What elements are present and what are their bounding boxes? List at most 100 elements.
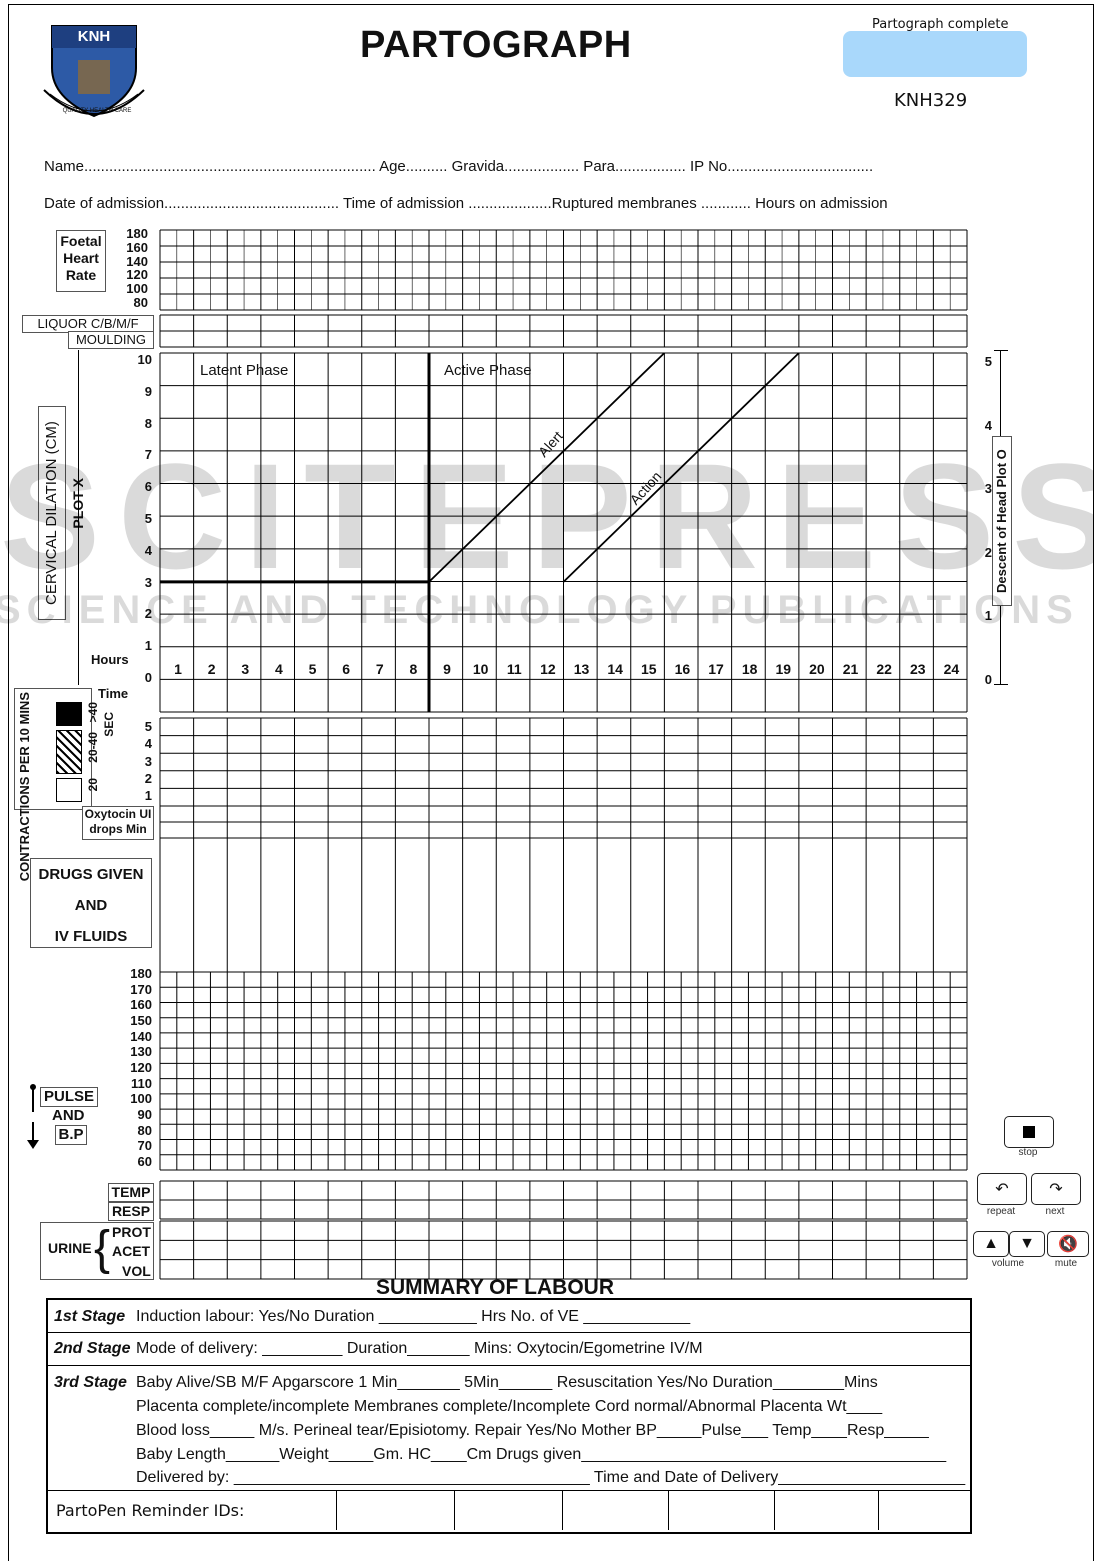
stop-button[interactable] <box>1004 1116 1054 1148</box>
patient-info-line2: Date of admission.......................… <box>44 195 888 212</box>
logo-text: KNH <box>77 28 111 45</box>
form-code: KNH329 <box>894 90 968 111</box>
hour-label-10: 10 <box>472 661 489 677</box>
pulse-tick-170: 170 <box>130 981 152 997</box>
contraction-tick-5: 5 <box>144 719 152 734</box>
patient-info-line1: Name....................................… <box>44 158 874 175</box>
time-label: Time <box>98 686 129 701</box>
stage3-line-1: Baby Alive/SB M/F Apgarscore 1 Min______… <box>136 1374 878 1391</box>
cervix-tick-10: 10 <box>137 352 152 367</box>
fhr-tick-80: 80 <box>133 295 148 310</box>
repeat-label: repeat <box>986 1206 1016 1217</box>
cervix-tick-6: 6 <box>144 479 152 495</box>
repeat-icon: ↶ <box>995 1181 1009 1198</box>
stage3-line-4: Baby Length______Weight_____Gm. HC____Cm… <box>136 1446 947 1463</box>
hour-label-12: 12 <box>540 661 556 677</box>
pulse-tick-150: 150 <box>130 1013 152 1028</box>
contraction-tick-1: 1 <box>144 788 152 803</box>
action-line <box>562 352 800 583</box>
pulse-tick-80: 80 <box>137 1122 152 1138</box>
hour-label-9: 9 <box>443 661 451 677</box>
descent-tick-1: 1 <box>984 608 992 624</box>
cervix-tick-2: 2 <box>144 606 152 622</box>
hour-label-5: 5 <box>308 661 317 677</box>
reminder-id-cell-6[interactable] <box>878 1491 969 1530</box>
pulse-tick-60: 60 <box>137 1154 152 1169</box>
contraction-legend-20: 20 <box>86 778 100 792</box>
drugs-label: DRUGS GIVEN AND IV FLUIDS <box>30 858 152 948</box>
hour-label-24: 24 <box>943 661 960 677</box>
contraction-tick-3: 3 <box>144 753 152 769</box>
pulse-tick-160: 160 <box>130 997 152 1013</box>
hour-label-17: 17 <box>708 661 724 677</box>
next-label: next <box>1045 1206 1065 1217</box>
descent-tick-4: 4 <box>984 417 992 433</box>
contraction-tick-4: 4 <box>144 736 152 752</box>
hour-label-3: 3 <box>241 661 250 677</box>
watermark-main: SCITEPRESS <box>0 432 1094 600</box>
descent-tick-5: 5 <box>984 354 992 369</box>
pulse-tick-140: 140 <box>130 1028 152 1044</box>
hour-label-6: 6 <box>342 661 351 677</box>
hour-label-19: 19 <box>775 661 792 677</box>
hour-label-21: 21 <box>842 661 859 677</box>
volume-up-icon: ▲ <box>983 1235 999 1252</box>
and-label: AND <box>52 1107 85 1124</box>
volume-down-button[interactable]: ▼ <box>1009 1231 1045 1257</box>
stage1-label: 1st Stage <box>54 1308 126 1325</box>
hours-label: Hours <box>91 652 129 667</box>
reminder-id-cell-4[interactable] <box>668 1491 775 1530</box>
page-title: PARTOGRAPH <box>360 24 632 66</box>
stage2-label: 2nd Stage <box>54 1340 131 1357</box>
descent-axis-cap-bottom <box>994 684 1008 685</box>
urine-label: URINE <box>48 1240 92 1256</box>
hour-label-4: 4 <box>274 661 283 677</box>
stage2-text: Mode of delivery: _________ Duration____… <box>136 1340 703 1357</box>
alert-line <box>428 352 666 583</box>
hour-label-22: 22 <box>876 661 892 677</box>
fhr-tick-100: 100 <box>126 281 148 297</box>
logo-motto: QUALITY HEALTH CARE <box>62 108 132 114</box>
reminder-id-cell-1[interactable] <box>336 1491 455 1530</box>
latent-phase-label: Latent Phase <box>200 362 289 379</box>
cervix-axis-line <box>78 350 79 685</box>
oxytocin-label: Oxytocin UI drops Min <box>82 806 154 840</box>
cervix-tick-9: 9 <box>144 383 152 399</box>
mute-button[interactable]: 🔇 <box>1047 1231 1089 1257</box>
repeat-button[interactable]: ↶ <box>977 1173 1027 1205</box>
temp-label: TEMP <box>108 1183 154 1202</box>
reminder-id-cell-3[interactable] <box>562 1491 669 1530</box>
watermark-sub: SCIENCE AND TECHNOLOGY PUBLICATIONS <box>0 588 1079 632</box>
knh-logo: KNH QUALITY HEALTH CARE <box>38 20 150 126</box>
partograph-complete-button[interactable] <box>843 31 1027 77</box>
contraction-legend-medium <box>56 730 82 774</box>
pulse-tick-130: 130 <box>130 1044 152 1060</box>
fhr-tick-140: 140 <box>126 253 148 269</box>
cervix-tick-7: 7 <box>144 447 152 463</box>
pulse-tick-90: 90 <box>137 1107 152 1122</box>
urine-label-box <box>40 1222 154 1280</box>
volume-up-button[interactable]: ▲ <box>973 1231 1009 1257</box>
hour-label-8: 8 <box>409 661 418 677</box>
hour-label-13: 13 <box>573 661 590 677</box>
hour-label-7: 7 <box>375 661 384 677</box>
reminder-id-cell-2[interactable] <box>454 1491 563 1530</box>
urine-vol: VOL <box>122 1263 151 1279</box>
drugs-label-2: AND <box>74 897 108 914</box>
hour-label-14: 14 <box>607 661 623 677</box>
bp-label: B.P <box>55 1125 87 1145</box>
contraction-legend-20-40: 20-40 <box>86 732 100 763</box>
contraction-legend-40: >40 <box>86 702 100 723</box>
pulse-tick-110: 110 <box>131 1075 152 1091</box>
volume-label: volume <box>991 1258 1025 1269</box>
pulse-label: PULSE <box>40 1087 98 1107</box>
stage3-line-5: Delivered by: __________________________… <box>136 1469 966 1486</box>
mute-icon: 🔇 <box>1058 1236 1078 1253</box>
reminder-id-cell-5[interactable] <box>774 1491 879 1530</box>
cervix-tick-5: 5 <box>144 511 152 526</box>
summary-of-labour: 1st Stage Induction labour: Yes/No Durat… <box>46 1298 972 1534</box>
oxytocin-label-1: Oxytocin UI <box>84 807 152 821</box>
pulse-arrow-icon <box>26 1082 40 1150</box>
next-button[interactable]: ↷ <box>1031 1173 1081 1205</box>
